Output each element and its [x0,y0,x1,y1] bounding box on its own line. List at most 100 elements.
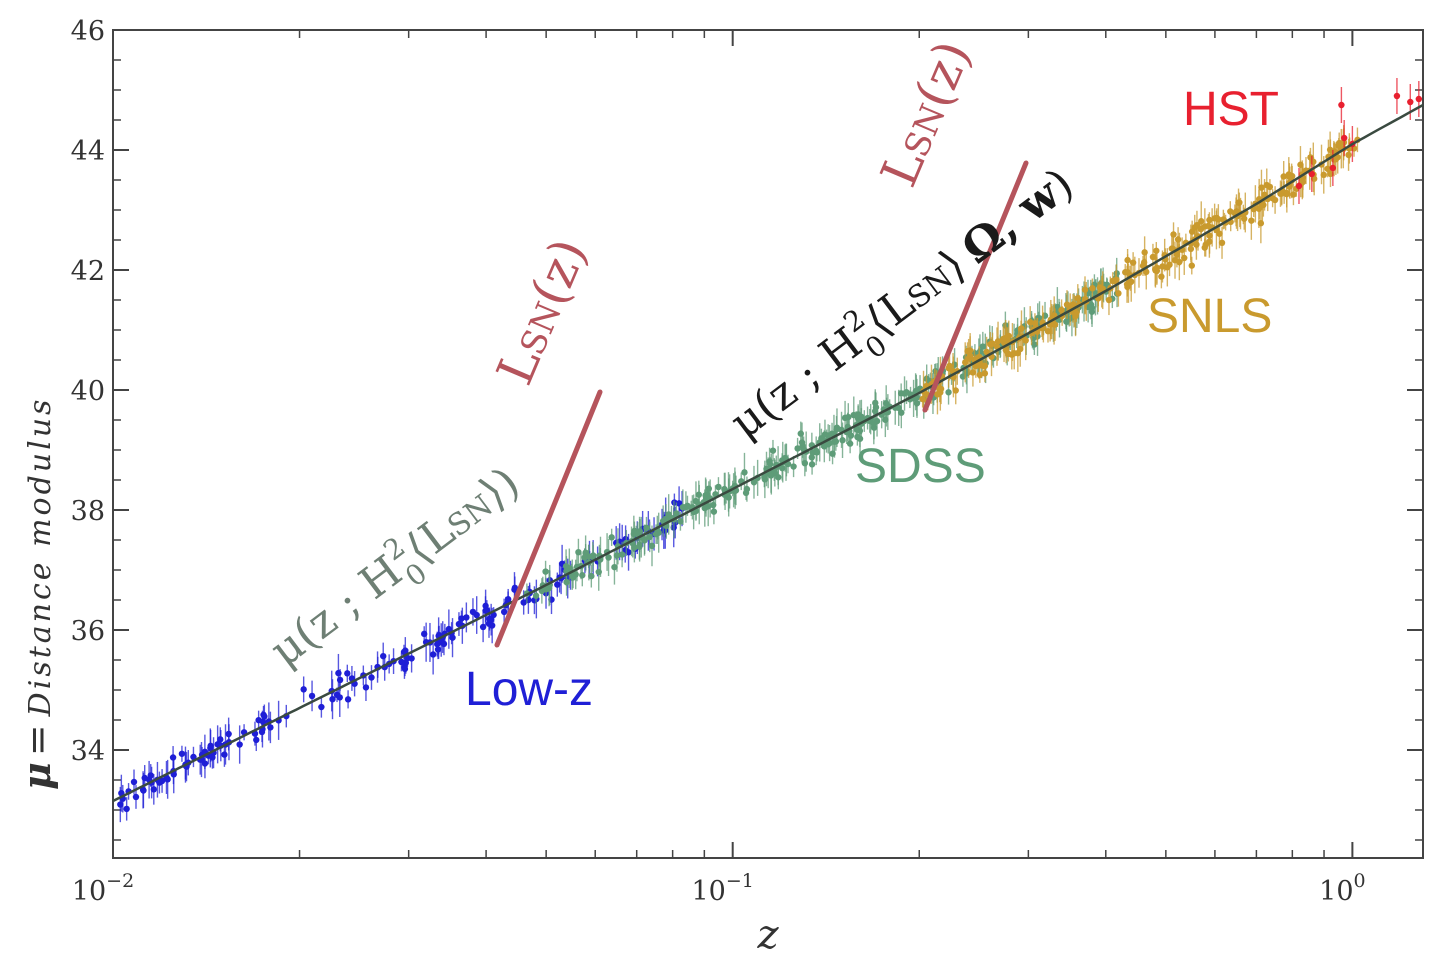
mu-annotation-lowz: μ(z ; H20⟨LSN⟩) [257,452,535,684]
plot-frame [112,29,1424,859]
data-point [1407,98,1414,106]
data-point [542,586,550,593]
data-point [812,447,820,454]
svg-text:μ(z ; H20⟨LSN⟩): μ(z ; H20⟨LSN⟩) [257,452,535,684]
data-point [1051,321,1059,328]
data-point [1280,173,1287,180]
data-point [569,574,577,581]
data-point [1153,267,1161,275]
data-point [677,518,684,525]
data-point [221,751,228,758]
data-point [1171,257,1179,264]
data-point [595,568,602,576]
data-point [253,736,260,744]
data-point [1187,245,1195,253]
x-tick-labels: 10−2 10−1 100 [72,870,1366,907]
data-point [207,742,214,750]
data-point [705,503,712,510]
data-point [479,623,487,631]
x-tick-label: 10−2 [72,870,134,907]
x-tick-base: 10 [72,876,106,907]
data-point [692,497,700,505]
data-point [445,625,453,633]
data-point [520,599,527,606]
data-point [648,542,656,550]
x-tick-base: 10 [692,876,726,907]
data-point [1022,337,1029,344]
data-point [190,753,197,761]
x-tick-label: 10−1 [692,870,754,907]
data-point [130,778,138,786]
data-point [833,424,841,431]
data-point [590,552,597,559]
data-point [123,805,130,813]
y-tick-label: 38 [71,496,105,527]
data-point [575,548,582,556]
data-point [709,501,717,509]
data-point [588,572,595,580]
data-point [469,608,477,616]
data-point [1329,164,1337,172]
data-point [1258,184,1265,191]
data-points [117,78,1423,823]
data-point [1269,194,1276,202]
svg-text:LSN(z): LSN(z) [870,32,983,194]
data-point [1415,95,1423,103]
data-point [1149,253,1157,261]
data-point [482,607,489,614]
data-point [769,447,777,454]
data-point [1308,170,1315,178]
data-point [871,407,879,415]
data-point [225,730,232,738]
y-tick-label: 42 [71,256,105,287]
data-point [1201,244,1208,251]
data-point [850,411,857,419]
x-tick-base: 10 [1319,876,1353,907]
lsn-line-2 [922,160,1029,413]
data-point [715,483,722,491]
data-point [1058,306,1065,314]
data-point [486,616,493,623]
data-point [1073,310,1080,317]
svg-text:μ=Distance modulus: μ = Distance modulus [14,397,59,790]
data-point [652,530,660,538]
y-axis-eq: = [15,724,59,756]
y-axis-title: μ = Distance modulus [14,397,59,790]
data-point [710,508,718,515]
data-point [1044,327,1052,335]
data-point [1327,170,1334,178]
y-tick-label: 44 [71,136,105,167]
data-point [797,430,804,437]
data-point [608,534,615,541]
data-point [132,793,140,801]
data-point [841,414,849,422]
data-point [1283,189,1291,197]
data-point [1109,277,1116,285]
data-point [1295,182,1303,190]
data-point [962,359,969,366]
data-point [156,779,163,786]
data-point [636,528,644,535]
data-point [1338,101,1345,109]
data-point [937,389,944,396]
label-hst: HST [1183,83,1279,136]
data-point [562,563,570,570]
data-point [511,584,519,592]
data-point [1105,296,1113,304]
data-point [966,352,974,359]
y-tick-labels: 34 36 38 40 42 44 46 [71,16,105,767]
data-point [790,463,797,470]
data-point [1017,345,1024,353]
data-point [1123,281,1131,288]
data-point [362,684,370,691]
data-point [1332,156,1340,163]
data-point [1069,301,1077,308]
data-point [581,554,588,561]
data-point [164,776,171,783]
x-tick-exp: −1 [726,870,754,892]
data-point [458,615,465,622]
data-point [139,786,147,794]
data-point [641,536,648,543]
data-point [1218,239,1226,247]
data-point [178,750,186,757]
